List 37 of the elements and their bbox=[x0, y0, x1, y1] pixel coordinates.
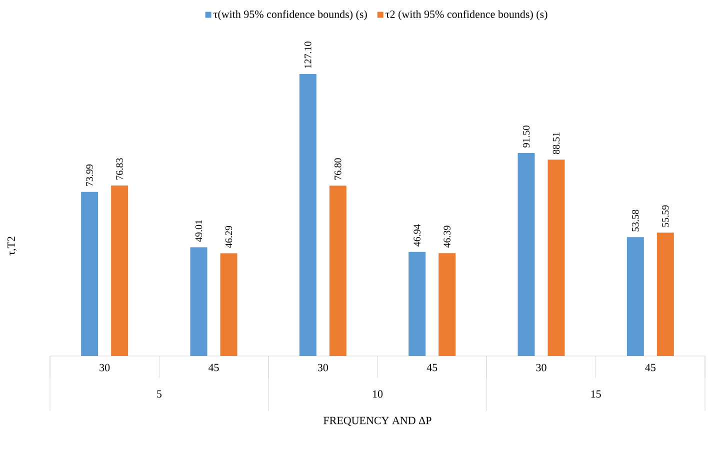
data-label: 127.10 bbox=[304, 42, 312, 68]
x-tick-label: 45 bbox=[645, 364, 656, 372]
bar bbox=[329, 186, 346, 356]
data-label: 76.80 bbox=[334, 158, 342, 180]
data-label: 46.39 bbox=[444, 226, 450, 248]
x-tick-label: 45 bbox=[426, 364, 438, 372]
data-label: 53.58 bbox=[632, 210, 639, 232]
data-label: 91.50 bbox=[522, 126, 530, 148]
bar bbox=[81, 192, 98, 356]
bar bbox=[518, 152, 535, 356]
y-axis-title: τ,T2 bbox=[8, 236, 16, 256]
bar bbox=[190, 247, 208, 356]
bar bbox=[438, 253, 456, 356]
data-label: 55.59 bbox=[662, 205, 669, 227]
legend-label: τ2 (with 95% confidence bounds) (s) bbox=[386, 10, 548, 20]
x-tick-label: 45 bbox=[208, 364, 219, 372]
data-label: 76.83 bbox=[116, 158, 123, 180]
data-label: 49.01 bbox=[195, 220, 202, 242]
bar bbox=[548, 160, 565, 356]
data-label: 46.94 bbox=[414, 224, 420, 246]
data-label: 73.99 bbox=[86, 164, 93, 186]
bar bbox=[656, 232, 674, 356]
legend-label: τ(with 95% confidence bounds) (s) bbox=[214, 10, 367, 20]
bar bbox=[111, 186, 128, 356]
text: 5 bbox=[157, 390, 162, 398]
x-axis-title: FREQUENCY AND ΔP bbox=[324, 416, 432, 426]
x-tick-label: 30 bbox=[318, 364, 328, 372]
data-label: 46.29 bbox=[225, 226, 232, 248]
text: 10 bbox=[372, 390, 383, 398]
bar bbox=[626, 237, 644, 356]
data-label: 88.51 bbox=[552, 132, 560, 154]
x-tick-label: 30 bbox=[100, 364, 110, 372]
x-tick-label: 30 bbox=[536, 364, 546, 372]
text: 15 bbox=[591, 390, 601, 398]
bar bbox=[299, 74, 316, 356]
bar bbox=[408, 252, 426, 356]
bar bbox=[220, 253, 238, 356]
